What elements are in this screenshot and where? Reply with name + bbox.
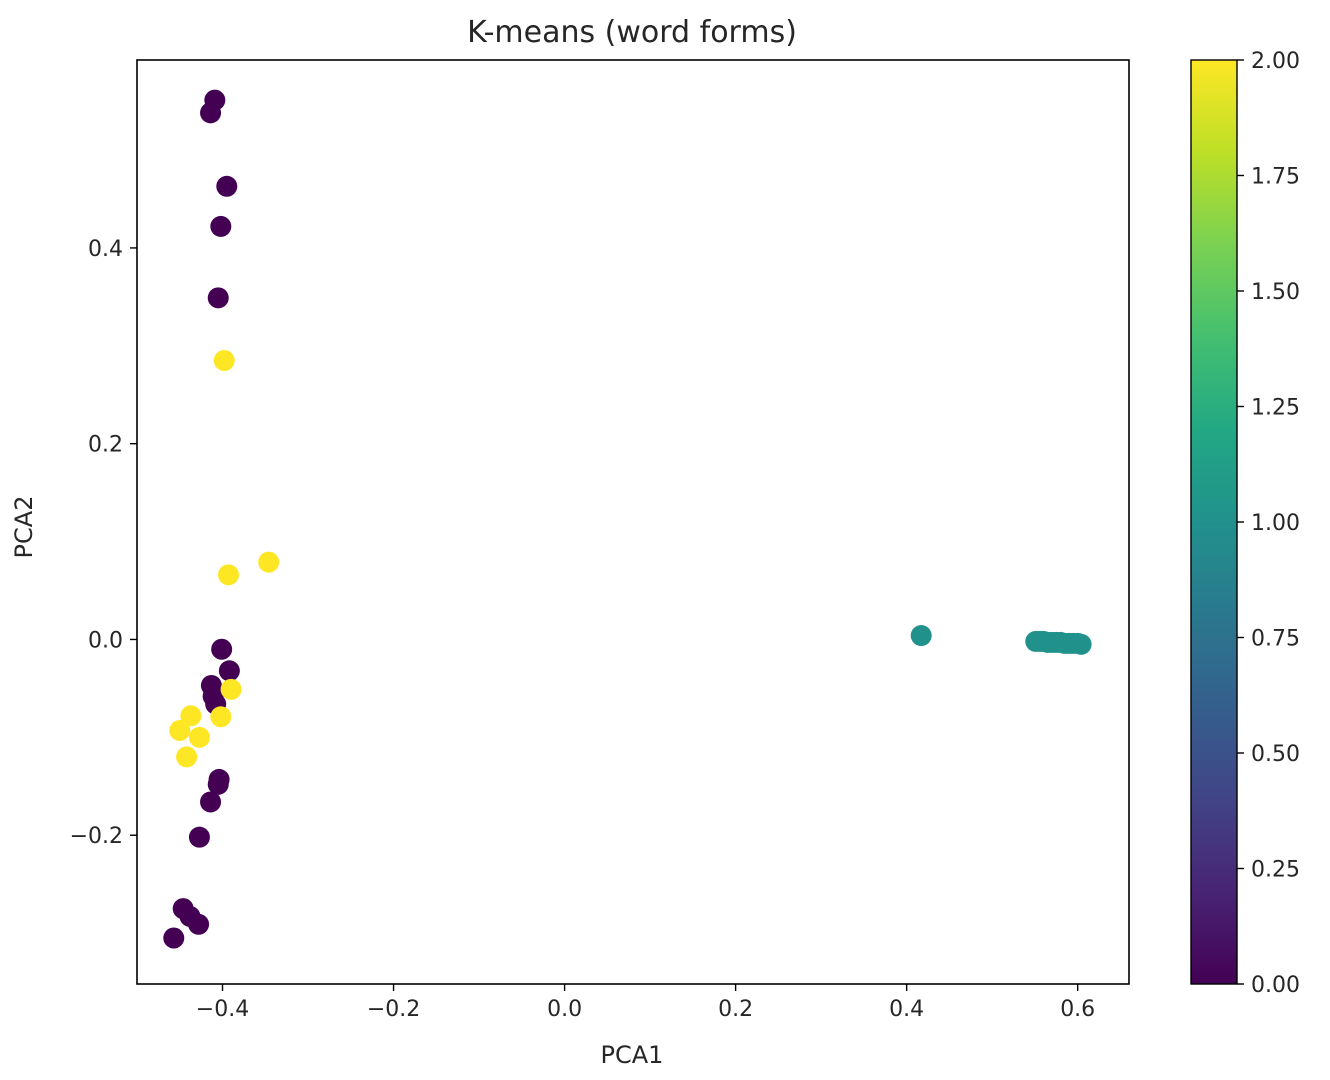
data-point xyxy=(200,791,222,813)
y-axis-label: PCA2 xyxy=(10,496,38,559)
data-point xyxy=(207,287,229,309)
x-tick-label: 0.6 xyxy=(1060,997,1095,1022)
x-tick-label: −0.2 xyxy=(367,997,420,1022)
plot-frame xyxy=(136,59,1130,985)
colorbar-tick-label: 1.75 xyxy=(1251,165,1300,190)
y-tick-label: 0.4 xyxy=(88,237,123,262)
x-axis-label: PCA1 xyxy=(601,1041,664,1069)
data-point xyxy=(218,564,240,586)
data-point xyxy=(210,706,232,728)
y-axis-ticks: −0.2 0.0 0.2 0.4 xyxy=(70,237,137,849)
colorbar-tick-label: 2.00 xyxy=(1251,49,1300,74)
data-point xyxy=(200,102,222,124)
colorbar-tick-label: 0.50 xyxy=(1251,742,1300,767)
data-point xyxy=(188,726,210,748)
colorbar-tick-label: 1.00 xyxy=(1251,511,1300,536)
colorbar-tick-label: 1.50 xyxy=(1251,280,1300,305)
data-point xyxy=(910,625,932,647)
y-tick-label: 0.0 xyxy=(88,628,123,653)
chart-title: K-means (word forms) xyxy=(467,15,797,50)
colorbar-ticks: 0.00 0.25 0.50 0.75 1.00 1.25 1.50 1.75 2.00 xyxy=(1237,49,1300,998)
data-point xyxy=(213,349,235,371)
data-point xyxy=(180,705,202,727)
data-point xyxy=(258,551,280,573)
data-point xyxy=(188,826,210,848)
x-tick-label: 0.0 xyxy=(547,997,582,1022)
data-point xyxy=(163,927,185,949)
x-tick-label: 0.4 xyxy=(889,997,924,1022)
data-point xyxy=(218,660,240,682)
colorbar-tick-label: 1.25 xyxy=(1251,396,1300,421)
data-point xyxy=(207,773,229,795)
colorbar-gradient xyxy=(1191,60,1237,984)
data-point xyxy=(216,175,238,197)
colorbar-tick-label: 0.00 xyxy=(1251,973,1300,998)
x-tick-label: −0.4 xyxy=(196,997,249,1022)
y-tick-label: 0.2 xyxy=(88,433,123,458)
data-point xyxy=(188,913,210,935)
data-point xyxy=(1070,633,1092,655)
colorbar-tick-label: 0.25 xyxy=(1251,858,1300,883)
data-point xyxy=(210,215,232,237)
x-axis-ticks: −0.4 −0.2 0.0 0.2 0.4 0.6 xyxy=(196,984,1095,1022)
data-point xyxy=(169,719,191,741)
data-point xyxy=(211,638,233,660)
data-point xyxy=(176,746,198,768)
y-tick-label: −0.2 xyxy=(70,824,123,849)
x-tick-label: 0.2 xyxy=(718,997,753,1022)
colorbar-tick-label: 0.75 xyxy=(1251,627,1300,652)
data-point xyxy=(220,678,242,700)
scatter-points xyxy=(163,89,1092,949)
